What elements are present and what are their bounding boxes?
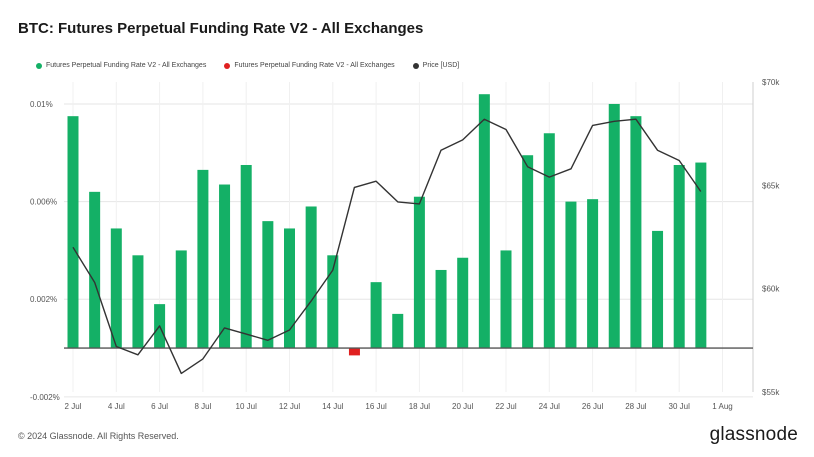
bar-positive: [110, 228, 122, 349]
bar-positive: [435, 269, 447, 349]
bar-positive: [478, 94, 490, 349]
bar-positive: [587, 199, 599, 349]
bar-positive: [652, 230, 664, 349]
legend-item-negative-rate[interactable]: Futures Perpetual Funding Rate V2 - All …: [224, 62, 395, 69]
bar-positive: [262, 221, 274, 349]
x-tick-label: 30 Jul: [669, 402, 691, 411]
bar-positive: [219, 184, 231, 349]
legend-label-price: Price [USD]: [422, 62, 460, 69]
bar-positive: [67, 116, 79, 349]
chart-title: BTC: Futures Perpetual Funding Rate V2 -…: [18, 20, 424, 37]
bar-positive: [284, 228, 295, 349]
y-right-tick-label: $55k: [762, 388, 780, 397]
legend-item-positive-rate[interactable]: Futures Perpetual Funding Rate V2 - All …: [36, 62, 206, 69]
bar-positive: [132, 255, 144, 349]
copyright-text: © 2024 Glassnode. All Rights Reserved.: [18, 431, 179, 441]
legend: Futures Perpetual Funding Rate V2 - All …: [36, 62, 459, 69]
price-line: [72, 118, 702, 375]
legend-label-negative: Futures Perpetual Funding Rate V2 - All …: [234, 62, 395, 69]
y-left-tick-label: -0.002%: [30, 393, 60, 402]
legend-swatch-price: [412, 62, 419, 69]
bar-positive: [392, 313, 404, 349]
x-tick-label: 1 Aug: [712, 402, 732, 411]
x-tick-label: 14 Jul: [322, 402, 344, 411]
bar-positive: [630, 116, 642, 349]
bar-positive: [565, 201, 577, 349]
bar-positive: [522, 155, 534, 349]
x-tick-label: 10 Jul: [236, 402, 258, 411]
legend-swatch-positive: [36, 62, 42, 69]
bar-positive: [608, 103, 620, 349]
bar-positive: [673, 164, 685, 349]
bar-positive: [89, 191, 101, 349]
bar-negative: [348, 348, 360, 356]
x-tick-label: 26 Jul: [582, 402, 604, 411]
x-tick-label: 18 Jul: [409, 402, 431, 411]
legend-label-positive: Futures Perpetual Funding Rate V2 - All …: [46, 62, 207, 69]
x-tick-label: 6 Jul: [151, 402, 168, 411]
x-tick-label: 4 Jul: [108, 402, 125, 411]
bar-positive: [370, 282, 382, 349]
y-right-tick-label: $70k: [762, 78, 780, 87]
bar-positive: [327, 255, 339, 349]
bar-positive: [500, 250, 512, 349]
y-left-tick-label: 0.002%: [30, 295, 57, 304]
bar-positive: [305, 206, 317, 349]
bar-positive: [695, 162, 707, 349]
x-tick-label: 2 Jul: [65, 402, 82, 411]
x-tick-label: 22 Jul: [495, 402, 517, 411]
legend-swatch-negative: [224, 62, 231, 69]
x-tick-label: 12 Jul: [279, 402, 301, 411]
x-tick-label: 16 Jul: [365, 402, 387, 411]
x-tick-label: 28 Jul: [625, 402, 647, 411]
x-tick-label: 20 Jul: [452, 402, 474, 411]
legend-item-price[interactable]: Price [USD]: [412, 62, 460, 69]
glassnode-logo: glassnode: [709, 424, 798, 445]
bar-positive: [197, 169, 209, 349]
y-right-tick-label: $65k: [762, 181, 780, 190]
x-tick-label: 8 Jul: [194, 402, 211, 411]
y-left-tick-label: 0.006%: [30, 198, 57, 207]
bar-positive: [543, 133, 555, 349]
bar-positive: [175, 250, 187, 349]
bar-positive: [457, 257, 469, 349]
bar-positive: [240, 164, 252, 349]
x-tick-label: 24 Jul: [539, 402, 561, 411]
y-left-tick-label: 0.01%: [30, 100, 53, 109]
bar-positive: [413, 196, 425, 349]
y-right-tick-label: $60k: [762, 285, 780, 294]
